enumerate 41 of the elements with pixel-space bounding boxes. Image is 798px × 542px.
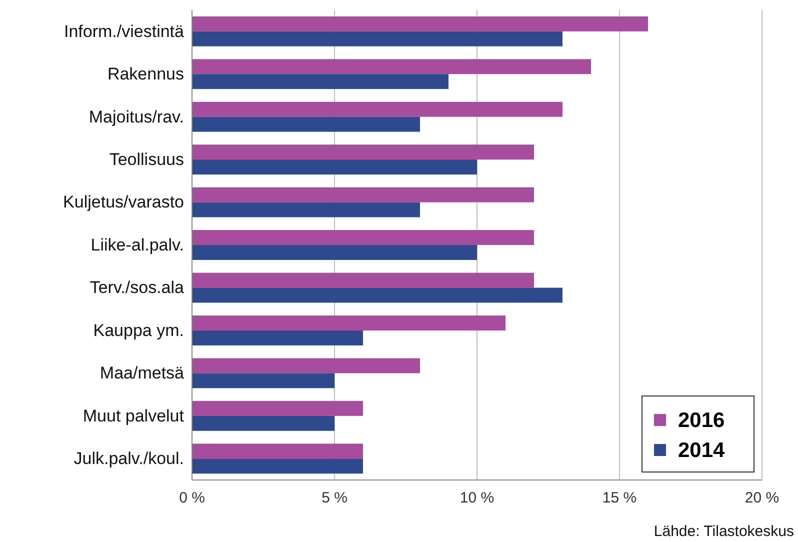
- legend-label: 2016: [678, 409, 725, 432]
- bar: [192, 230, 534, 245]
- y-tick-label: Kauppa ym.: [93, 320, 184, 340]
- bar: [192, 330, 363, 346]
- y-tick-label: Liike-al.palv.: [90, 235, 184, 254]
- x-tick-label: 10 %: [460, 490, 494, 507]
- y-tick-label: Teollisuus: [109, 150, 184, 169]
- bar: [192, 16, 648, 32]
- bar: [192, 144, 534, 160]
- bar: [192, 316, 506, 330]
- bar: [192, 245, 477, 260]
- bar: [192, 202, 420, 218]
- bar: [192, 102, 562, 117]
- bar: [192, 59, 591, 74]
- text: Lähde: Tilastokeskus: [654, 523, 794, 540]
- bar: [192, 74, 448, 90]
- y-tick-label: Maa/metsä: [100, 364, 185, 383]
- bar: [192, 31, 562, 46]
- bar: [192, 272, 534, 288]
- bar: [192, 416, 334, 431]
- y-tick-label: Julk.palv./koul.: [74, 449, 184, 468]
- x-tick-label: 0 %: [179, 490, 205, 507]
- y-tick-label: Kuljetus/varasto: [63, 192, 184, 212]
- y-tick-label: Muut palvelut: [82, 406, 184, 426]
- bar: [192, 444, 363, 459]
- y-tick-label: Rakennus: [107, 64, 184, 84]
- bar: [192, 400, 363, 416]
- y-tick-label: Inform./viestintä: [64, 22, 185, 41]
- x-tick-label: 20 %: [744, 490, 780, 507]
- bar: [192, 458, 363, 474]
- bar: [192, 373, 334, 388]
- bar: [192, 358, 420, 374]
- x-tick-label: 5 %: [322, 490, 348, 507]
- bar: [192, 116, 420, 132]
- x-tick-label: 15 %: [602, 490, 637, 507]
- bar: [192, 160, 477, 174]
- bar: [192, 288, 562, 303]
- legend-label: 2014: [678, 439, 726, 462]
- bar: [192, 187, 534, 202]
- y-tick-label: Terv./sos.ala: [90, 278, 185, 298]
- y-tick-label: Majoitus/rav.: [88, 107, 184, 126]
